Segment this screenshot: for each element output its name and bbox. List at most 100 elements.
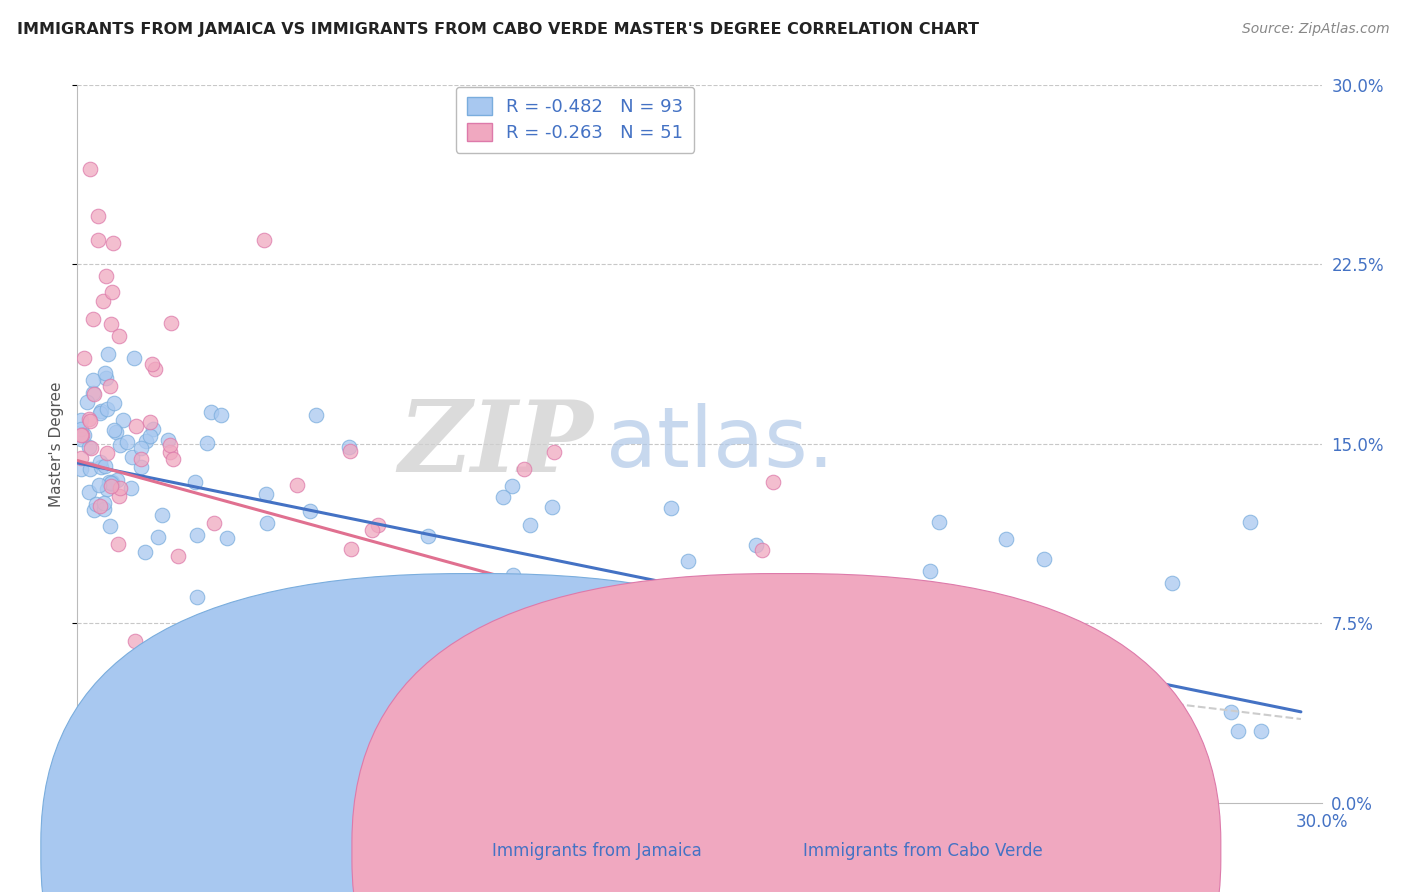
Point <box>202 516 225 530</box>
Point <box>215 531 238 545</box>
Text: Immigrants from Jamaica: Immigrants from Jamaica <box>492 842 702 860</box>
Point <box>1116 704 1139 718</box>
Point <box>129 452 152 467</box>
Point <box>1062 657 1084 671</box>
Point <box>501 479 523 493</box>
Point <box>97 347 120 361</box>
Point <box>94 458 117 473</box>
Point <box>79 462 101 476</box>
Point <box>89 406 111 420</box>
Point <box>678 554 700 568</box>
Point <box>70 432 93 446</box>
Point <box>107 489 129 503</box>
Point <box>101 475 124 489</box>
Point <box>943 620 966 634</box>
Point <box>1057 630 1080 644</box>
Point <box>77 484 100 499</box>
Point <box>143 361 166 376</box>
Point <box>100 475 122 490</box>
Point <box>80 441 103 455</box>
Point <box>745 537 768 551</box>
Point <box>100 285 122 300</box>
Point <box>96 269 118 284</box>
Point <box>103 235 125 250</box>
Point <box>928 515 950 529</box>
Point <box>121 450 143 464</box>
Point <box>96 446 118 460</box>
Point <box>91 293 114 308</box>
Point <box>1239 515 1261 529</box>
Point <box>70 462 93 476</box>
Point <box>184 475 207 489</box>
Point <box>77 412 100 426</box>
Point <box>418 529 440 543</box>
Text: ZIP: ZIP <box>399 395 593 492</box>
Point <box>920 564 942 578</box>
Point <box>344 620 367 634</box>
Point <box>87 210 110 224</box>
Point <box>83 503 105 517</box>
Point <box>700 589 723 603</box>
Point <box>101 476 124 491</box>
Point <box>492 490 515 504</box>
Point <box>135 434 157 449</box>
Point <box>1109 724 1132 739</box>
Point <box>131 459 153 474</box>
Point <box>87 478 110 492</box>
Point <box>1036 615 1059 630</box>
Point <box>254 487 277 501</box>
Point <box>156 433 179 447</box>
Point <box>79 414 101 428</box>
Point <box>93 366 115 380</box>
Point <box>90 404 112 418</box>
Point <box>87 233 110 247</box>
Point <box>361 523 384 537</box>
Point <box>513 462 536 476</box>
Text: IMMIGRANTS FROM JAMAICA VS IMMIGRANTS FROM CABO VERDE MASTER'S DEGREE CORRELATIO: IMMIGRANTS FROM JAMAICA VS IMMIGRANTS FR… <box>17 22 979 37</box>
Point <box>134 545 156 559</box>
Point <box>82 373 104 387</box>
Point <box>159 437 181 451</box>
Point <box>502 568 524 582</box>
Point <box>104 425 127 439</box>
Point <box>89 459 111 474</box>
Text: Immigrants from Cabo Verde: Immigrants from Cabo Verde <box>803 842 1043 860</box>
Point <box>129 441 152 455</box>
Point <box>337 440 360 454</box>
Point <box>1250 724 1272 739</box>
Point <box>186 590 208 604</box>
Y-axis label: Master's Degree: Master's Degree <box>49 381 65 507</box>
Point <box>150 508 173 522</box>
Point <box>73 351 96 365</box>
Point <box>688 590 710 604</box>
Point <box>100 317 122 331</box>
Point <box>141 357 163 371</box>
Point <box>110 481 132 495</box>
Point <box>1161 575 1184 590</box>
Text: atlas.: atlas. <box>606 403 834 484</box>
Point <box>305 409 328 423</box>
Point <box>623 607 645 622</box>
Point <box>543 445 565 459</box>
Point <box>541 500 564 514</box>
Point <box>298 504 321 518</box>
Point <box>107 329 129 343</box>
Point <box>124 419 146 434</box>
Point <box>751 542 773 557</box>
Point <box>122 351 145 365</box>
Point <box>111 413 134 427</box>
Point <box>160 317 183 331</box>
Point <box>995 532 1018 546</box>
Point <box>83 387 105 401</box>
Point <box>692 613 714 627</box>
Point <box>70 422 93 436</box>
Point <box>77 441 100 455</box>
Point <box>195 436 218 450</box>
Point <box>82 312 104 326</box>
Point <box>139 429 162 443</box>
Point <box>1033 552 1056 566</box>
Point <box>98 379 121 393</box>
Point <box>94 371 117 385</box>
Point <box>1227 724 1250 739</box>
Point <box>93 496 115 510</box>
